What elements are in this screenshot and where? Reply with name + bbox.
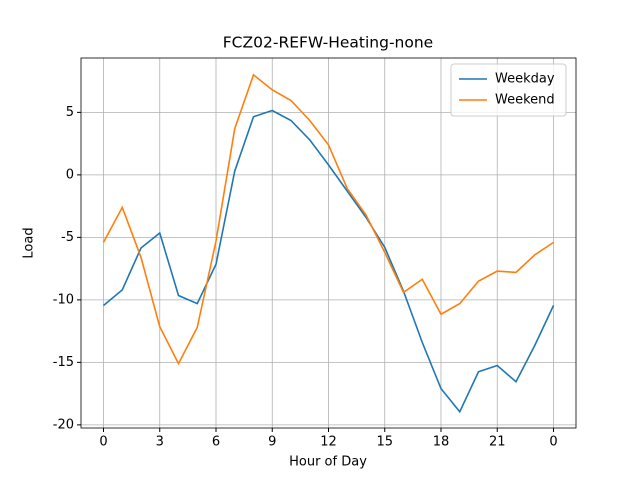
line-series	[102, 109, 555, 414]
x-tick-label: 9	[268, 435, 276, 450]
x-tick-label: 15	[376, 435, 393, 450]
legend-label: Weekend	[495, 93, 555, 108]
x-tick-label: 0	[99, 435, 107, 450]
y-tick-label: 0	[66, 167, 74, 182]
x-tick-label: 6	[212, 435, 220, 450]
y-tick-label: -10	[53, 292, 74, 307]
legend-box	[450, 63, 567, 117]
y-tick-label: -20	[53, 417, 74, 432]
y-tick-label: -5	[61, 230, 74, 245]
line-series	[102, 73, 554, 366]
y-tick-label: 5	[66, 105, 74, 120]
x-tick-label: 21	[489, 435, 506, 450]
x-tick-label: 3	[156, 435, 164, 450]
x-tick-label: 12	[320, 435, 337, 450]
y-tick-label: -15	[53, 355, 74, 370]
x-tick-label: 18	[433, 435, 450, 450]
x-axis-label: Hour of Day	[289, 455, 367, 470]
legend-label: Weekday	[495, 72, 555, 87]
x-tick-label: 0	[549, 435, 557, 450]
y-axis-label: Load	[22, 227, 37, 258]
chart-title: FCZ02-REFW-Heating-none	[223, 34, 433, 52]
